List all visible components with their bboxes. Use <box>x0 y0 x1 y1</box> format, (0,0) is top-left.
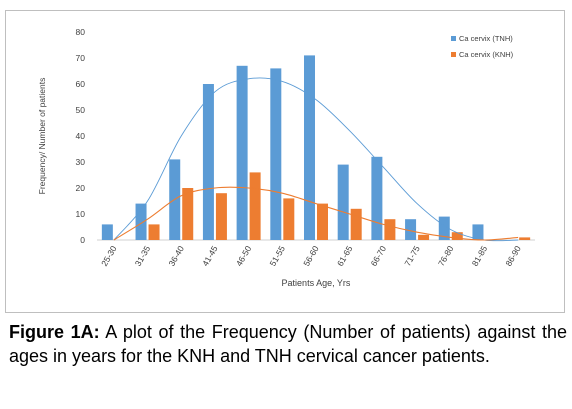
trendline-knh <box>113 186 519 241</box>
legend-swatch-tnh <box>451 36 456 41</box>
bar-knh <box>350 208 362 240</box>
x-tick-label: 25-30 <box>99 244 119 268</box>
bar-tnh <box>337 164 349 240</box>
figure-frame <box>5 10 565 313</box>
x-axis-label: Patients Age, Yrs <box>282 278 351 288</box>
caption-label: Figure 1A: <box>9 322 100 342</box>
x-tick-label: 51-55 <box>268 244 288 268</box>
trendline-tnh <box>113 77 519 242</box>
bar-tnh <box>270 68 282 241</box>
legend-label-tnh: Ca cervix (TNH) <box>459 34 513 43</box>
bar-tnh <box>405 219 417 240</box>
bar-knh <box>283 198 295 240</box>
y-tick-label: 50 <box>76 105 86 115</box>
bar-tnh <box>438 216 450 240</box>
trendlines <box>113 77 519 242</box>
y-tick-label: 10 <box>76 209 86 219</box>
y-axis-ticks: 0 10 20 30 40 50 60 70 80 <box>76 27 86 245</box>
y-tick-label: 20 <box>76 183 86 193</box>
bar-tnh <box>236 65 248 240</box>
bar-tnh <box>202 84 214 240</box>
legend-label-knh: Ca cervix (KNH) <box>459 50 514 59</box>
x-tick-label: 36-40 <box>166 244 186 268</box>
bar-tnh <box>135 203 147 240</box>
x-tick-label: 56-60 <box>301 244 321 268</box>
y-tick-label: 40 <box>76 131 86 141</box>
bar-knh <box>519 237 531 240</box>
bar-knh <box>451 232 463 240</box>
bar-knh <box>384 219 396 240</box>
y-tick-label: 60 <box>76 79 86 89</box>
bar-tnh <box>101 224 113 240</box>
bar-tnh <box>371 156 383 240</box>
bar-knh <box>418 234 430 240</box>
x-tick-label: 76-80 <box>436 244 456 268</box>
x-tick-label: 61-65 <box>335 244 355 268</box>
bar-tnh <box>472 224 484 240</box>
bars <box>101 55 531 241</box>
bar-knh <box>182 188 194 240</box>
y-tick-label: 70 <box>76 53 86 63</box>
x-tick-label: 71-75 <box>402 244 422 268</box>
bar-knh <box>215 193 227 240</box>
y-tick-label: 0 <box>80 235 85 245</box>
x-axis-ticks: 25-30 31-35 36-40 41-45 46-50 51-55 56-60 61-65… <box>99 244 523 268</box>
bar-knh <box>249 172 261 240</box>
y-tick-label: 80 <box>76 27 86 37</box>
y-axis-label: Frequency/ Number of patients <box>37 78 47 195</box>
caption-text: A plot of the Frequency (Number of patie… <box>9 322 567 366</box>
legend: Ca cervix (TNH) Ca cervix (KNH) <box>451 34 514 59</box>
x-tick-label: 31-35 <box>133 244 153 268</box>
figure-caption: Figure 1A: A plot of the Frequency (Numb… <box>9 320 567 368</box>
x-tick-label: 66-70 <box>369 244 389 268</box>
x-tick-label: 41-45 <box>200 244 220 268</box>
bar-tnh <box>304 55 315 241</box>
legend-swatch-knh <box>451 52 456 57</box>
x-tick-label: 86-90 <box>503 244 523 268</box>
bar-knh <box>317 203 328 240</box>
x-tick-label: 46-50 <box>234 244 254 268</box>
x-tick-label: 81-85 <box>470 244 490 268</box>
y-tick-label: 30 <box>76 157 86 167</box>
bar-chart: 0 10 20 30 40 50 60 70 80 25-30 31-35 36-40 41-45 46… <box>37 27 535 288</box>
bar-knh <box>148 224 160 240</box>
